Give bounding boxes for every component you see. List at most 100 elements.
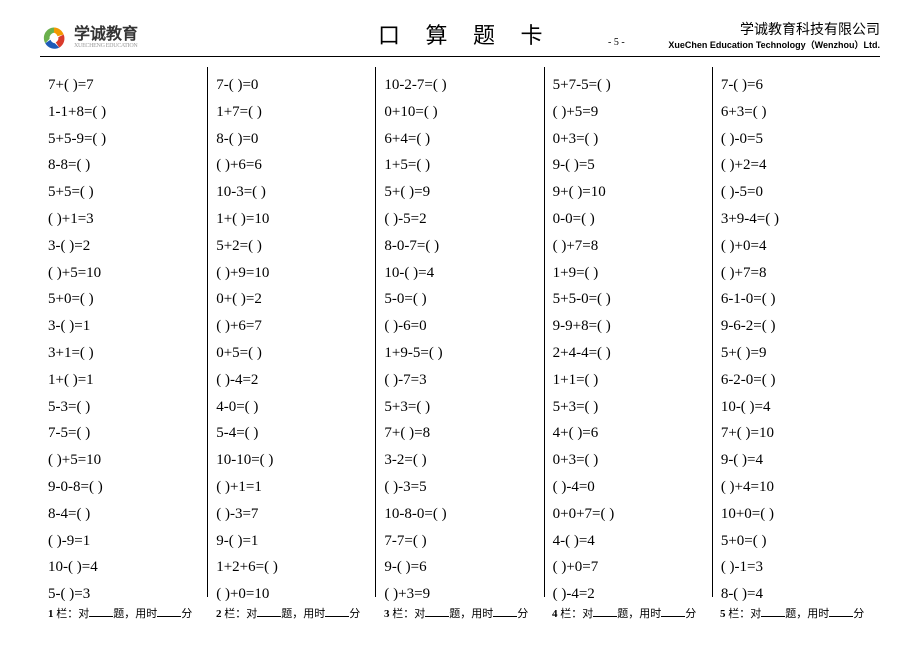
problem: ( )+5=10 <box>48 260 199 287</box>
footer-item-1: 1 栏：对题，用时分 <box>40 605 208 621</box>
problem: 5+3=( ) <box>384 394 535 421</box>
problem: 7-( )=6 <box>721 72 872 99</box>
footer-item-2: 2 栏：对题，用时分 <box>208 605 376 621</box>
problem: ( )+7=8 <box>553 233 704 260</box>
problem: 2+4-4=( ) <box>553 340 704 367</box>
problem: 3+1=( ) <box>48 340 199 367</box>
problem: ( )+0=4 <box>721 233 872 260</box>
problem: ( )-4=2 <box>553 581 704 608</box>
footer-item-5: 5 栏：对题，用时分 <box>712 605 880 621</box>
problem: 5+( )=9 <box>384 179 535 206</box>
problem: 3-( )=2 <box>48 233 199 260</box>
logo-sub: XUECHENG EDUCATION <box>74 43 138 49</box>
problem: ( )+6=6 <box>216 152 367 179</box>
problem: 0+3=( ) <box>553 447 704 474</box>
problem: ( )+1=3 <box>48 206 199 233</box>
problem: 8-4=( ) <box>48 501 199 528</box>
problem: 5+0=( ) <box>721 528 872 555</box>
problem: 10-( )=4 <box>48 554 199 581</box>
problem: ( )+6=7 <box>216 313 367 340</box>
header: 学诚教育 XUECHENG EDUCATION 口 算 题 卡 - 5 - 学诚… <box>40 20 880 57</box>
problem: ( )-9=1 <box>48 528 199 555</box>
problem: 0+3=( ) <box>553 126 704 153</box>
problem: 5-0=( ) <box>384 286 535 313</box>
problem-columns: 7+( )=71-1+8=( )5+5-9=( )8-8=( )5+5=( )(… <box>40 67 880 597</box>
problem: 9-6-2=( ) <box>721 313 872 340</box>
problem: 3-( )=1 <box>48 313 199 340</box>
problem: 9-( )=1 <box>216 528 367 555</box>
problem: ( )+5=10 <box>48 447 199 474</box>
problem: 9-0-8=( ) <box>48 474 199 501</box>
problem: ( )+0=10 <box>216 581 367 608</box>
problem: 4+( )=6 <box>553 420 704 447</box>
column-4: 5+7-5=( )( )+5=90+3=( )9-( )=59+( )=100-… <box>544 67 712 597</box>
page-title: 口 算 题 卡 <box>378 18 553 50</box>
problem: ( )-4=2 <box>216 367 367 394</box>
problem: 8-0-7=( ) <box>384 233 535 260</box>
problem: 5+5-9=( ) <box>48 126 199 153</box>
problem: 0-0=( ) <box>553 206 704 233</box>
problem: 5+7-5=( ) <box>553 72 704 99</box>
problem: ( )-6=0 <box>384 313 535 340</box>
problem: 1+1=( ) <box>553 367 704 394</box>
problem: 0+10=( ) <box>384 99 535 126</box>
problem: 1+9=( ) <box>553 260 704 287</box>
problem: 3-2=( ) <box>384 447 535 474</box>
problem: 1+9-5=( ) <box>384 340 535 367</box>
problem: 8-( )=0 <box>216 126 367 153</box>
problem: 6-2-0=( ) <box>721 367 872 394</box>
problem: ( )+1=1 <box>216 474 367 501</box>
problem: 8-8=( ) <box>48 152 199 179</box>
problem: 10-( )=4 <box>384 260 535 287</box>
problem: ( )-7=3 <box>384 367 535 394</box>
problem: 1+( )=10 <box>216 206 367 233</box>
page-number: - 5 - <box>608 37 625 48</box>
problem: ( )+2=4 <box>721 152 872 179</box>
problem: 0+0+7=( ) <box>553 501 704 528</box>
problem: 1+( )=1 <box>48 367 199 394</box>
footer-item-3: 3 栏：对题，用时分 <box>376 605 544 621</box>
problem: ( )-3=5 <box>384 474 535 501</box>
problem: 10-10=( ) <box>216 447 367 474</box>
problem: ( )-0=5 <box>721 126 872 153</box>
problem: 7-7=( ) <box>384 528 535 555</box>
problem: 10-3=( ) <box>216 179 367 206</box>
problem: 10+0=( ) <box>721 501 872 528</box>
company-area: 学诚教育科技有限公司 XueChen Education Technology（… <box>668 22 880 52</box>
problem: 9-( )=5 <box>553 152 704 179</box>
problem: 5+( )=9 <box>721 340 872 367</box>
problem: ( )+4=10 <box>721 474 872 501</box>
problem: 8-( )=4 <box>721 581 872 608</box>
problem: 9+( )=10 <box>553 179 704 206</box>
problem: 10-2-7=( ) <box>384 72 535 99</box>
company-cn: 学诚教育科技有限公司 <box>668 22 880 40</box>
problem: ( )+3=9 <box>384 581 535 608</box>
problem: ( )-5=0 <box>721 179 872 206</box>
problem: ( )+0=7 <box>553 554 704 581</box>
problem: 7-5=( ) <box>48 420 199 447</box>
problem: 4-( )=4 <box>553 528 704 555</box>
logo-cn: 学诚教育 <box>74 27 138 43</box>
problem: 5-( )=3 <box>48 581 199 608</box>
problem: ( )+7=8 <box>721 260 872 287</box>
footer-item-4: 4 栏：对题，用时分 <box>544 605 712 621</box>
problem: 4-0=( ) <box>216 394 367 421</box>
problem: 7-( )=0 <box>216 72 367 99</box>
problem: 6+4=( ) <box>384 126 535 153</box>
problem: 7+( )=10 <box>721 420 872 447</box>
column-1: 7+( )=71-1+8=( )5+5-9=( )8-8=( )5+5=( )(… <box>40 67 207 597</box>
problem: 1+2+6=( ) <box>216 554 367 581</box>
logo-icon <box>40 24 68 52</box>
company-en: XueChen Education Technology（Wenzhou）Ltd… <box>668 40 880 52</box>
problem: 6+3=( ) <box>721 99 872 126</box>
problem: 5-4=( ) <box>216 420 367 447</box>
column-2: 7-( )=01+7=( )8-( )=0( )+6=610-3=( )1+( … <box>207 67 375 597</box>
column-3: 10-2-7=( )0+10=( )6+4=( )1+5=( )5+( )=9(… <box>375 67 543 597</box>
footer: 1 栏：对题，用时分 2 栏：对题，用时分 3 栏：对题，用时分 4 栏：对题，… <box>40 605 880 621</box>
problem: 10-( )=4 <box>721 394 872 421</box>
problem: 9-9+8=( ) <box>553 313 704 340</box>
problem: 3+9-4=( ) <box>721 206 872 233</box>
problem: ( )+9=10 <box>216 260 367 287</box>
problem: ( )-3=7 <box>216 501 367 528</box>
problem: 9-( )=6 <box>384 554 535 581</box>
